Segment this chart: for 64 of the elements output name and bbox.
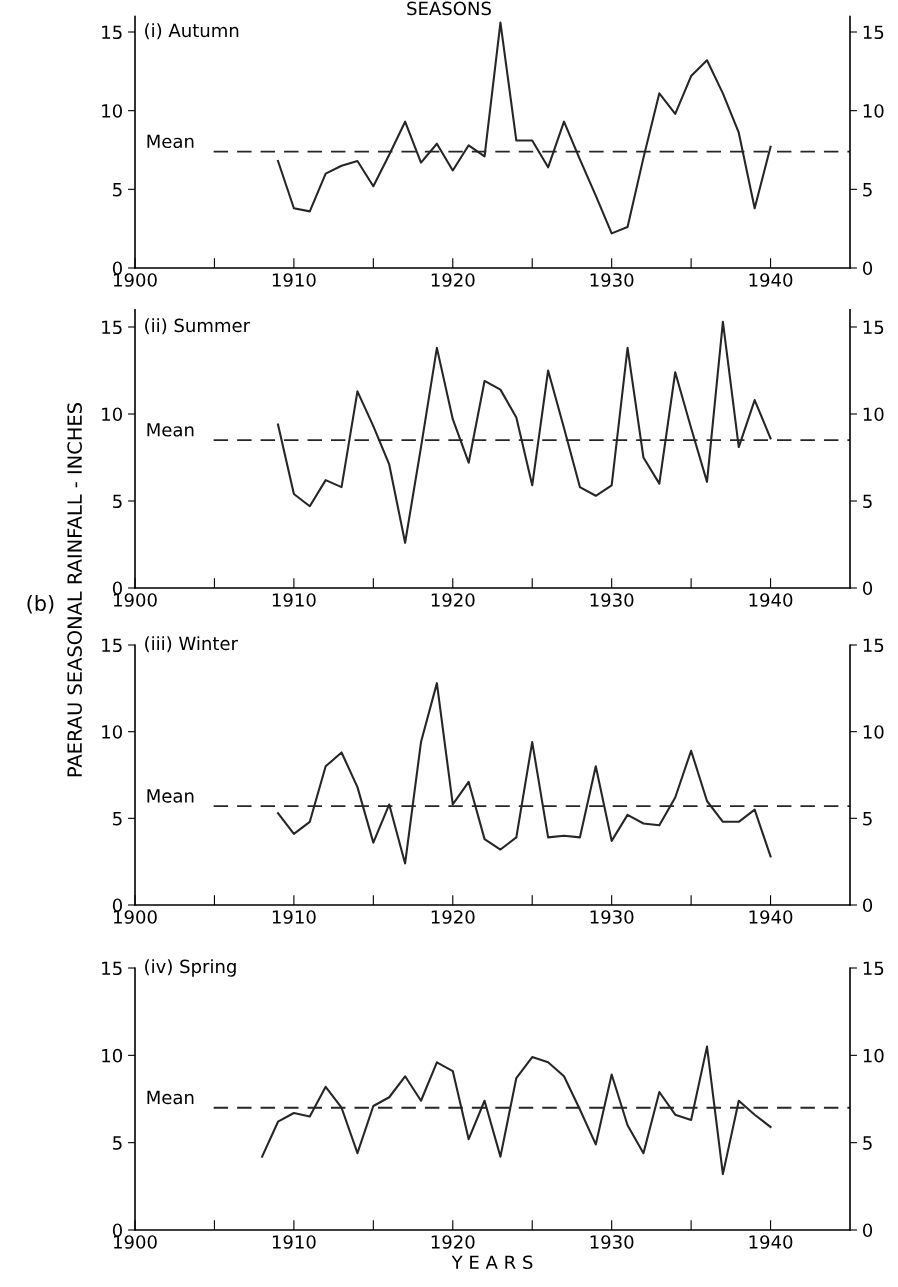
y2-tick-label: 15: [863, 638, 884, 653]
x-tick-label: 1900: [114, 593, 157, 607]
y2-tick-label: 5: [863, 812, 872, 826]
y-tick-label: 10: [102, 104, 122, 118]
y2-tick-label: 0: [863, 261, 873, 276]
y2-tick-label: 0: [863, 1223, 873, 1238]
ref-line-label: Mean: [147, 423, 194, 437]
x-tick-label: 1910: [272, 1235, 316, 1249]
y2-tick-label: 5: [863, 494, 872, 509]
y-tick-label: 10: [102, 407, 122, 422]
x-tick-label: 1940: [749, 593, 793, 607]
x-tick-label: 1920: [431, 273, 475, 287]
y-tick-label: 0: [112, 1223, 122, 1238]
y2-tick-label: 10: [863, 1048, 884, 1063]
x-tick-label: 1910: [272, 910, 316, 924]
y-axis-title: PAERAU SEASONAL RAINFALL - INCHES: [67, 403, 82, 777]
y2-tick-label: 0: [863, 898, 873, 913]
y-tick-label: 0: [112, 581, 122, 596]
x-tick-label: 1900: [114, 1235, 157, 1249]
y2-tick-label: 15: [863, 25, 884, 40]
y-tick-label: 10: [102, 1048, 122, 1063]
chart-subtitle: (ii) Summer: [145, 318, 251, 335]
chart-title: SEASONS: [407, 1, 491, 16]
x-tick-label: 1930: [590, 910, 634, 924]
y-tick-label: 5: [113, 812, 122, 826]
y-tick-label: 15: [102, 638, 122, 653]
y2-tick-label: 15: [863, 320, 884, 335]
x-tick-label: 1920: [431, 593, 475, 607]
y2-tick-label: 5: [863, 183, 872, 197]
y2-tick-label: 10: [863, 104, 884, 118]
x-axis-title: Y E A R S: [451, 1255, 533, 1270]
y-tick-label: 5: [113, 1136, 122, 1150]
ref-line-label: Mean: [147, 1090, 194, 1105]
ref-line-label: Mean: [147, 134, 194, 149]
chart-subtitle: (iii) Winter: [145, 636, 238, 653]
y-tick-label: 0: [112, 898, 122, 913]
y-tick-label: 15: [102, 320, 122, 335]
x-tick-label: 1920: [431, 1235, 475, 1249]
chart-subtitle: (iv) Spring: [145, 959, 236, 977]
x-tick-label: 1910: [272, 273, 316, 287]
y-tick-label: 15: [102, 961, 122, 976]
x-tick-label: 1900: [114, 273, 157, 287]
x-tick-label: 1940: [749, 1235, 793, 1249]
y2-tick-label: 10: [863, 407, 884, 422]
y2-tick-label: 10: [863, 725, 884, 739]
x-tick-label: 1940: [749, 273, 793, 287]
y2-tick-label: 15: [863, 961, 884, 976]
x-tick-label: 1920: [431, 910, 475, 924]
y2-tick-label: 0: [863, 581, 873, 596]
chart-subtitle: (i) Autumn: [145, 23, 239, 40]
y-tick-label: 0: [112, 261, 122, 276]
text: (b): [27, 594, 54, 614]
y-tick-label: 15: [102, 25, 122, 40]
y2-tick-label: 5: [863, 1136, 872, 1150]
x-tick-label: 1940: [749, 910, 793, 924]
y-tick-label: 10: [102, 725, 122, 739]
y-tick-label: 5: [113, 494, 122, 509]
ref-line-label: Mean: [147, 789, 194, 803]
x-tick-label: 1910: [272, 593, 316, 607]
x-tick-label: 1900: [114, 910, 157, 924]
x-tick-label: 1930: [590, 273, 634, 287]
x-tick-label: 1930: [590, 593, 634, 607]
x-tick-label: 1930: [590, 1235, 634, 1249]
y-tick-label: 5: [113, 183, 122, 197]
